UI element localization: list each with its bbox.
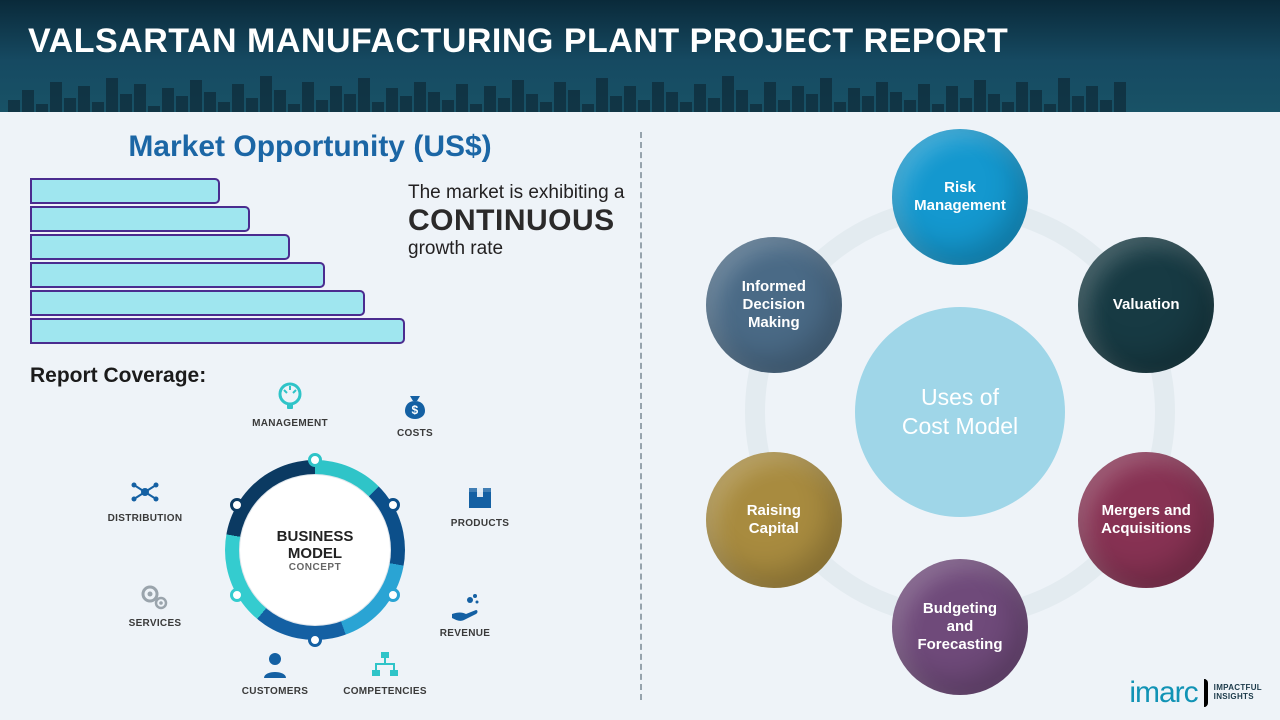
cost-model-petal: BudgetingandForecasting bbox=[892, 559, 1028, 695]
cost-model-petal: RaisingCapital bbox=[706, 452, 842, 588]
market-bar bbox=[30, 290, 400, 316]
bm-item-costs: $COSTS bbox=[370, 390, 460, 439]
bm-item-competencies: COMPETENCIES bbox=[340, 648, 430, 697]
market-bar bbox=[30, 262, 400, 288]
bulb-icon bbox=[273, 380, 307, 414]
bm-center-line1: BUSINESS bbox=[277, 528, 354, 545]
network-icon bbox=[128, 475, 162, 509]
bm-item-products: PRODUCTS bbox=[435, 480, 525, 529]
org-icon bbox=[368, 648, 402, 682]
content-area: Market Opportunity (US$) The market is e… bbox=[0, 112, 1280, 720]
person-icon bbox=[258, 648, 292, 682]
bm-item-distribution: DISTRIBUTION bbox=[100, 475, 190, 524]
right-panel: Uses ofCost Model RiskManagement Valuation… bbox=[640, 112, 1280, 720]
bm-item-services: SERVICES bbox=[110, 580, 200, 629]
logo-divider bbox=[1204, 679, 1208, 707]
ring-dot bbox=[230, 498, 244, 512]
bm-item-revenue: REVENUE bbox=[420, 590, 510, 639]
growth-big: CONTINUOUS bbox=[408, 204, 632, 238]
ring-dot bbox=[308, 453, 322, 467]
skyline-decoration bbox=[0, 74, 1280, 112]
page-title: VALSARTAN MANUFACTURING PLANT PROJECT RE… bbox=[28, 22, 1252, 61]
header-banner: VALSARTAN MANUFACTURING PLANT PROJECT RE… bbox=[0, 0, 1280, 112]
market-opportunity-title: Market Opportunity (US$) bbox=[30, 130, 590, 164]
ring-dot bbox=[386, 588, 400, 602]
market-bar bbox=[30, 318, 400, 344]
box-icon bbox=[463, 480, 497, 514]
market-bar bbox=[30, 178, 400, 204]
brand-tagline: IMPACTFULINSIGHTS bbox=[1214, 684, 1262, 702]
bm-item-customers: CUSTOMERS bbox=[230, 648, 320, 697]
bm-item-management: MANAGEMENT bbox=[245, 380, 335, 429]
growth-line3: growth rate bbox=[408, 238, 632, 260]
growth-line1: The market is exhibiting a bbox=[408, 182, 632, 204]
ring-dot bbox=[386, 498, 400, 512]
cost-model-petal: Valuation bbox=[1078, 237, 1214, 373]
market-bar bbox=[30, 234, 400, 260]
business-model-diagram: BUSINESS MODEL CONCEPT MANAGEMENT $COSTS P… bbox=[90, 380, 550, 690]
growth-callout: The market is exhibiting a CONTINUOUS gr… bbox=[408, 182, 632, 346]
bm-center-line2: MODEL bbox=[288, 545, 342, 562]
cost-model-diagram: Uses ofCost Model RiskManagement Valuation… bbox=[640, 112, 1280, 720]
moneybag-icon: $ bbox=[398, 390, 432, 424]
ring-dot bbox=[308, 633, 322, 647]
brand-logo: imarc IMPACTFULINSIGHTS bbox=[1129, 676, 1262, 710]
ring-dot bbox=[230, 588, 244, 602]
svg-text:$: $ bbox=[412, 403, 419, 417]
cost-model-petal: InformedDecisionMaking bbox=[706, 237, 842, 373]
business-model-center: BUSINESS MODEL CONCEPT bbox=[240, 475, 390, 625]
bm-center-line3: CONCEPT bbox=[289, 562, 341, 573]
cost-model-center: Uses ofCost Model bbox=[855, 307, 1065, 517]
cost-model-petal: RiskManagement bbox=[892, 129, 1028, 265]
hand-icon bbox=[448, 590, 482, 624]
brand-name: imarc bbox=[1129, 676, 1197, 710]
left-panel: Market Opportunity (US$) The market is e… bbox=[0, 112, 640, 720]
gears-icon bbox=[138, 580, 172, 614]
cost-model-petal: Mergers andAcquisitions bbox=[1078, 452, 1214, 588]
market-bar bbox=[30, 206, 400, 232]
market-bar-chart bbox=[30, 178, 400, 346]
